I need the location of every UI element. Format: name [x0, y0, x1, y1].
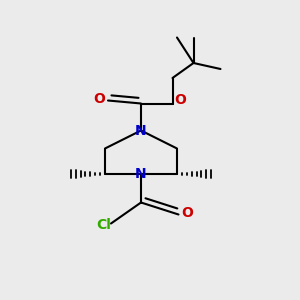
- Text: N: N: [135, 124, 147, 137]
- Text: O: O: [182, 206, 194, 220]
- Text: O: O: [93, 92, 105, 106]
- Text: O: O: [174, 94, 186, 107]
- Text: N: N: [135, 167, 147, 181]
- Text: Cl: Cl: [96, 218, 111, 232]
